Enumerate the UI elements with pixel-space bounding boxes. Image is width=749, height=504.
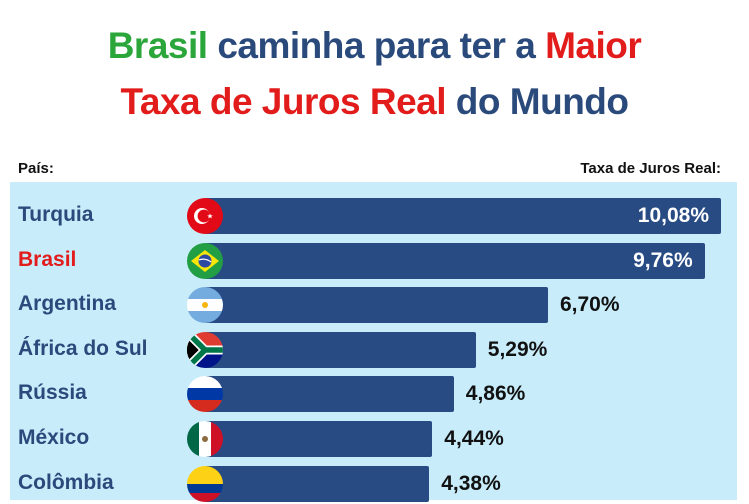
country-column-header: País: [18,160,54,177]
bar-row: Colômbia 4,38% [0,464,749,504]
chart-title-line-1: Brasil caminha para ter a Maior [0,24,749,68]
title-brasil: Brasil [107,25,208,66]
rate-column-header: Taxa de Juros Real: [580,160,721,177]
turkey-flag-icon [187,198,223,234]
bar [205,332,476,368]
country-label: Brasil [18,248,77,271]
value-label: 4,38% [441,472,501,495]
value-label: 4,86% [465,382,526,405]
bar [205,376,454,412]
country-label: México [18,426,90,449]
bar-row: Rússia 4,86% [0,374,749,414]
value-label: 4,44% [444,427,504,450]
bar-row: África do Sul 5,29% [0,330,749,370]
brazil-flag-icon [187,243,223,279]
russia-flag-icon [187,376,223,412]
value-label: 10,08% [637,204,709,227]
chart-title-line-2: Taxa de Juros Real do Mundo [0,80,749,124]
bar [205,421,433,457]
country-label: Colômbia [18,471,114,494]
bar-row: Brasil 9,76% [0,241,749,281]
colombia-flag-icon [187,466,223,502]
south-africa-flag-icon [187,332,223,368]
country-label: Argentina [18,292,117,315]
bar-row: México 4,44% [0,419,749,459]
country-label: Rússia [18,381,87,404]
bar [205,287,548,323]
bar-row: Argentina 6,70% [0,285,749,325]
value-label: 9,76% [633,249,693,272]
title-maior: Maior [545,25,642,66]
bar [205,198,721,234]
bar [205,466,430,502]
country-label: África do Sul [18,337,148,360]
title-middle: caminha para ter a [207,25,546,66]
value-label: 5,29% [487,338,548,361]
title-mundo: do Mundo [446,81,629,122]
bar [205,243,705,279]
value-label: 6,70% [559,293,620,316]
country-label: Turquia [18,203,94,226]
bar-row: Turquia 10,08% [0,196,749,236]
title-taxa: Taxa de Juros Real [120,81,447,122]
argentina-flag-icon [187,287,223,323]
mexico-flag-icon [187,421,223,457]
